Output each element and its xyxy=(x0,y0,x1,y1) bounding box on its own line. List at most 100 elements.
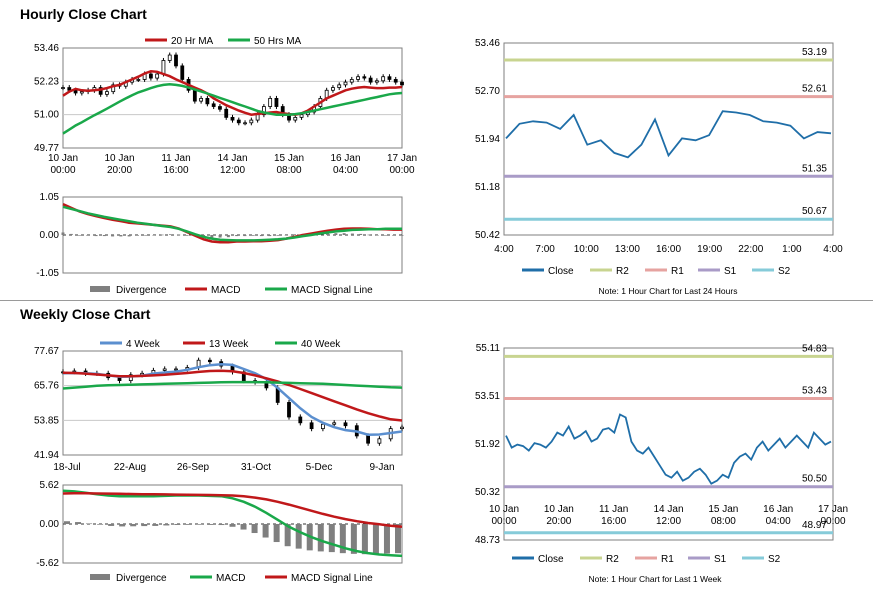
legend-label: Close xyxy=(548,266,574,277)
x-tick-label: 22:00 xyxy=(738,244,763,255)
legend-label: R1 xyxy=(661,554,674,565)
x-tick-label: 16:00 xyxy=(601,516,626,527)
x-tick-label: 16 Jan xyxy=(763,504,793,515)
divergence-bar xyxy=(102,235,106,237)
divergence-bar xyxy=(293,234,297,235)
chart-note: Note: 1 Hour Chart for Last 1 Week xyxy=(588,574,722,584)
divergence-bar xyxy=(334,233,338,235)
candle-body xyxy=(199,98,204,102)
y-tick-label: 51.18 xyxy=(475,182,500,193)
divergence-bar xyxy=(395,524,401,554)
pivot-level-label: 51.35 xyxy=(802,163,827,174)
x-tick-label: 14 Jan xyxy=(217,153,247,164)
divergence-bar xyxy=(361,524,368,555)
candle-body xyxy=(236,119,241,124)
series-line xyxy=(62,70,403,116)
section-divider xyxy=(0,300,873,301)
candle-body xyxy=(400,426,404,430)
x-tick-label: 00:00 xyxy=(491,516,516,527)
candle-body xyxy=(287,402,291,418)
x-tick-label: 16 Jan xyxy=(330,153,360,164)
divergence-bar xyxy=(392,235,396,236)
plot-frame xyxy=(503,42,834,236)
legend-label: 4 Week xyxy=(126,339,161,350)
candle-body xyxy=(298,416,303,424)
y-tick-label: 41.94 xyxy=(34,450,59,461)
divergence-bar xyxy=(174,524,181,525)
y-tick-label: 53.51 xyxy=(475,391,500,402)
divergence-bar xyxy=(75,522,82,524)
candle-body xyxy=(274,98,279,107)
candle-body xyxy=(337,84,342,88)
pivot-level-label: 48.97 xyxy=(802,520,827,531)
divergence-bar xyxy=(185,524,192,525)
candle-body xyxy=(61,87,65,89)
legend-label: Divergence xyxy=(116,573,167,584)
candle-body xyxy=(362,76,367,79)
divergence-bar xyxy=(97,524,104,525)
candle-body xyxy=(148,73,153,79)
candle-body xyxy=(205,98,210,105)
candle-body xyxy=(366,435,371,444)
divergence-bar xyxy=(61,232,65,235)
x-tick-label: 4:00 xyxy=(494,244,514,255)
x-tick-label: 04:00 xyxy=(333,165,358,176)
series-line xyxy=(62,203,402,244)
divergence-bar xyxy=(339,524,346,554)
pivot-level-label: 53.19 xyxy=(802,47,827,58)
y-tick-label: 50.32 xyxy=(475,487,500,498)
x-tick-label: 10 Jan xyxy=(48,153,78,164)
divergence-bar xyxy=(152,524,159,526)
candle-body xyxy=(356,76,360,80)
x-tick-label: 11 Jan xyxy=(161,153,190,164)
x-tick-label: 10 Jan xyxy=(544,504,574,515)
divergence-bar xyxy=(111,235,115,237)
weekly-macd-chart: 5.62 0.00 -5.62 Divergence MACD MACD Signal L… xyxy=(36,480,403,584)
candle-body xyxy=(79,91,84,94)
divergence-bar xyxy=(372,524,379,555)
candle-body xyxy=(393,79,398,83)
x-tick-label: 08:00 xyxy=(276,165,301,176)
y-tick-label: -1.05 xyxy=(36,268,59,279)
divergence-bar xyxy=(218,235,222,238)
x-tick-label: 12:00 xyxy=(656,516,681,527)
divergence-bar xyxy=(328,524,335,553)
legend-label: S2 xyxy=(768,554,781,565)
series-line xyxy=(62,492,403,529)
divergence-bar xyxy=(185,235,189,236)
y-tick-label: 53.85 xyxy=(34,415,59,426)
candle-body xyxy=(299,114,304,118)
candle-body xyxy=(243,122,247,125)
divergence-bar xyxy=(152,235,156,236)
pivot-level-label: 50.50 xyxy=(802,474,827,485)
divergence-bar xyxy=(273,524,280,543)
candle-body xyxy=(161,60,166,75)
x-tick-label: 5-Dec xyxy=(306,462,333,473)
divergence-bar xyxy=(196,524,203,525)
legend-label: Close xyxy=(538,554,564,565)
legend-label: Divergence xyxy=(116,285,167,296)
legend-label: S1 xyxy=(714,554,727,565)
divergence-bar xyxy=(342,233,346,235)
x-tick-label: 00:00 xyxy=(820,516,845,527)
divergence-bar xyxy=(69,233,73,235)
candle-body xyxy=(167,54,172,61)
divergence-bar xyxy=(259,235,263,237)
x-tick-label: 10 Jan xyxy=(104,153,134,164)
divergence-bar xyxy=(108,524,115,526)
y-tick-label: 49.77 xyxy=(34,143,59,154)
series-line xyxy=(62,369,403,422)
divergence-bar xyxy=(94,235,98,237)
candle-body xyxy=(349,79,354,83)
divergence-bar xyxy=(262,524,269,538)
plot-frame xyxy=(503,347,834,541)
x-tick-label: 13:00 xyxy=(615,244,640,255)
x-tick-label: 22-Aug xyxy=(114,462,146,473)
legend-label: R1 xyxy=(671,266,684,277)
y-tick-label: 65.76 xyxy=(34,381,59,392)
pivot-level-label: 50.67 xyxy=(802,206,827,217)
candle-body xyxy=(268,98,273,107)
divergence-bar xyxy=(127,235,131,237)
candle-body xyxy=(255,114,260,121)
legend-label: R2 xyxy=(616,266,629,277)
